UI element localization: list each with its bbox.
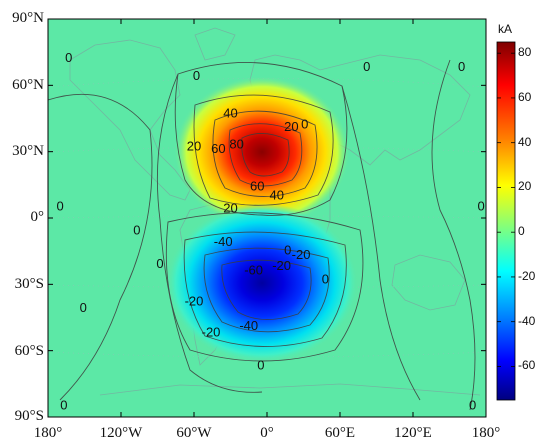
contour-label: 60 bbox=[250, 178, 264, 193]
lat-label-90n: 90°N bbox=[12, 10, 44, 26]
lon-label-60e: 60°E bbox=[324, 425, 356, 441]
colorbar-ticks bbox=[497, 52, 515, 367]
negative-anomaly bbox=[166, 203, 358, 363]
colorbar bbox=[496, 41, 516, 401]
lon-label-120w: 120°W bbox=[99, 425, 143, 441]
contour-label: 0 bbox=[193, 68, 200, 83]
contour-label: 20 bbox=[223, 201, 237, 216]
contour-label: -20 bbox=[202, 324, 221, 339]
lon-label-60w: 60°W bbox=[176, 425, 212, 441]
contour-label: 0 bbox=[469, 397, 476, 412]
contour-label: 0 bbox=[133, 223, 140, 238]
contour-label: -60 bbox=[244, 263, 263, 278]
contour-label: 80 bbox=[229, 136, 243, 151]
contour-lines bbox=[48, 59, 476, 411]
lat-label-60n: 60°N bbox=[12, 77, 44, 93]
contour-label: -20 bbox=[292, 247, 311, 262]
contour-label: 0 bbox=[458, 59, 465, 74]
colorbar-tick-label: 60 bbox=[518, 89, 532, 104]
contour-label: 0 bbox=[65, 50, 72, 65]
colorbar-tick-label: 20 bbox=[518, 179, 532, 194]
lat-label-60s: 60°S bbox=[14, 343, 44, 359]
contour-label: 40 bbox=[269, 187, 283, 202]
contour-label: 0 bbox=[80, 300, 87, 315]
contour-label: 0 bbox=[301, 117, 308, 132]
colorbar-tick-label: 40 bbox=[518, 134, 532, 149]
colorbar-tick-label: -60 bbox=[518, 358, 536, 373]
lon-label-120e: 120°E bbox=[394, 425, 432, 441]
contour-label: -20 bbox=[185, 293, 204, 308]
contour-label: 0 bbox=[284, 243, 291, 258]
contour-label: 20 bbox=[284, 119, 298, 134]
contour-label: 0 bbox=[57, 198, 64, 213]
axis-ticks bbox=[47, 18, 487, 418]
contour-label: 20 bbox=[187, 139, 201, 154]
contour-label: -20 bbox=[272, 258, 291, 273]
lon-label-180e: 180° bbox=[471, 425, 501, 441]
contour-label: 0 bbox=[478, 198, 485, 213]
lon-label-180w: 180° bbox=[33, 425, 63, 441]
contour-label: 0 bbox=[257, 358, 264, 373]
contour-label: 0 bbox=[156, 256, 163, 271]
colorbar-tick-label: -40 bbox=[518, 313, 536, 328]
contour-label: -40 bbox=[239, 318, 258, 333]
lat-label-0: 0° bbox=[30, 209, 45, 225]
lon-label-0: 0° bbox=[260, 425, 274, 441]
contour-label: 40 bbox=[223, 106, 237, 121]
colorbar-tick-label: -20 bbox=[518, 268, 536, 283]
lat-label-90s: 90°S bbox=[14, 408, 44, 424]
positive-anomaly bbox=[174, 76, 350, 228]
lat-label-30n: 30°N bbox=[12, 143, 44, 159]
colorbar-tick-label: 80 bbox=[518, 45, 532, 60]
colorbar-unit: kA bbox=[498, 22, 513, 36]
contour-label: 0 bbox=[60, 397, 67, 412]
colorbar-tick-label: 0 bbox=[518, 224, 525, 239]
lat-label-30s: 30°S bbox=[14, 276, 44, 292]
contour-label: 60 bbox=[211, 141, 225, 156]
contour-label: -40 bbox=[214, 234, 233, 249]
contour-label: 0 bbox=[322, 271, 329, 286]
contour-label: 0 bbox=[363, 59, 370, 74]
